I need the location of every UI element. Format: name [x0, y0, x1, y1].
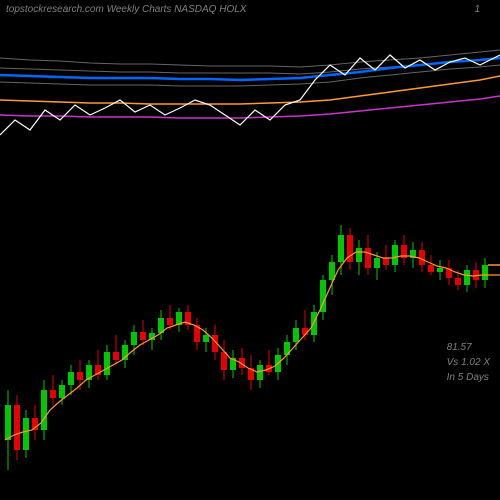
chart-timeframe: 1 — [474, 4, 480, 15]
price-info-box: 81.57 Vs 1.02 X In 5 Days — [447, 340, 490, 385]
info-days: In 5 Days — [447, 370, 490, 385]
chart-header: topstockresearch.com Weekly Charts NASDA… — [0, 4, 500, 20]
indicator-panel — [0, 20, 500, 160]
info-price: 81.57 — [447, 340, 490, 355]
candlestick-svg — [0, 180, 500, 480]
indicator-svg — [0, 20, 500, 160]
info-ratio: Vs 1.02 X — [447, 355, 490, 370]
candlestick-panel — [0, 180, 500, 480]
chart-title: topstockresearch.com Weekly Charts NASDA… — [6, 4, 246, 15]
